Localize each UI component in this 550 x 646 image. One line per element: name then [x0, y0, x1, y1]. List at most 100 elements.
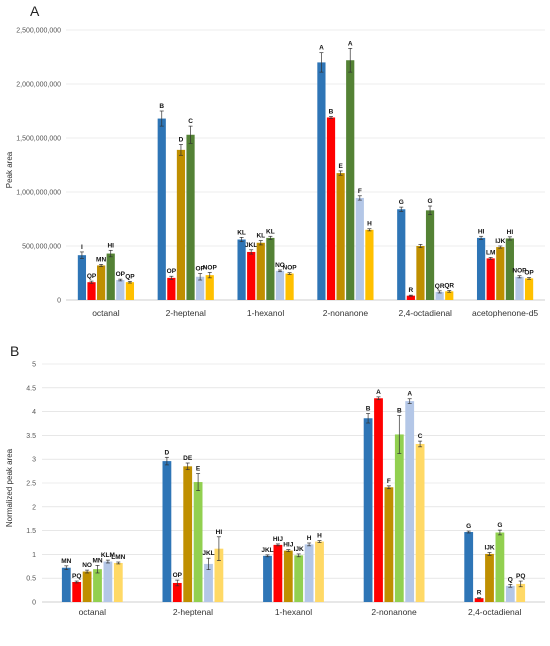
- panel-a-bar: [77, 255, 87, 300]
- panel-b-data-label: G: [497, 522, 502, 529]
- panel-b-data-label: A: [376, 389, 381, 396]
- panel-b-data-label: JKL: [261, 547, 273, 554]
- panel-b-data-label: MN: [92, 557, 102, 564]
- panel-a-data-label: A: [319, 45, 324, 52]
- panel-a-bar: [186, 134, 195, 300]
- panel-b-category-label: 2-nonanone: [371, 607, 417, 617]
- panel-a-bar: [116, 280, 125, 300]
- panel-a-bar: [346, 60, 355, 300]
- panel-a-bar: [167, 277, 176, 300]
- panel-a-y-tick-label: 0: [57, 298, 61, 305]
- panel-a-data-label: B: [329, 108, 334, 115]
- panel-b-bar: [304, 544, 314, 602]
- panel-a-data-label: NO: [275, 262, 285, 269]
- panel-b-data-label: MN: [61, 558, 71, 565]
- panel-b-data-label: Q: [508, 576, 513, 583]
- panel-a-bar: [205, 275, 214, 300]
- panel-a-bar: [336, 173, 345, 300]
- panel-b-category-label: 2,4-octadienal: [468, 607, 522, 617]
- panel-a-data-label: JKL: [245, 242, 257, 249]
- panel-a-data-label: QP: [125, 273, 135, 280]
- panel-a-bar: [445, 291, 454, 300]
- panel-a-category-label: octanal: [92, 308, 120, 318]
- panel-a-bar: [416, 246, 425, 300]
- panel-a-bar: [97, 265, 106, 300]
- panel-a-bar: [237, 239, 246, 300]
- panel-a-bar: [486, 258, 495, 300]
- panel-b-bar: [103, 561, 113, 602]
- panel-b-bar: [204, 563, 213, 602]
- panel-a-category-label: 2-heptenal: [166, 308, 206, 318]
- panel-b-bar: [72, 582, 82, 602]
- panel-a-y-tick-label: 2,000,000,000: [16, 82, 61, 89]
- panel-b-data-label: HI: [216, 529, 223, 536]
- panel-b-data-label: NO: [82, 562, 92, 569]
- panel-a-bar: [355, 197, 364, 300]
- panel-a-data-label: OP: [116, 271, 126, 278]
- panel-a-bar: [326, 117, 336, 300]
- panel-a-bar: [87, 282, 96, 300]
- panel-a-bar: [196, 276, 205, 300]
- panel-a-bar: [317, 62, 326, 301]
- panel-a-data-label: NOP: [203, 264, 218, 271]
- panel-a-data-label: KL: [237, 229, 246, 236]
- panel-b-data-label: C: [418, 433, 423, 440]
- panel-b-data-label: JKL: [202, 550, 214, 557]
- panel-b-data-label: DE: [183, 455, 193, 462]
- panel-b-bar: [193, 482, 203, 602]
- panel-a-data-label: G: [399, 199, 404, 206]
- panel-a-y-axis-label: Peak area: [5, 151, 14, 188]
- panel-b-data-label: B: [397, 407, 402, 414]
- panel-a-bar: [397, 209, 406, 300]
- panel-a-category-label: 2,4-octadienal: [399, 308, 453, 318]
- panel-b-y-tick-label: 0: [32, 600, 36, 607]
- panel-b-category-label: octanal: [79, 607, 107, 617]
- panel-b-bar: [474, 598, 484, 602]
- panel-b-data-label: R: [477, 590, 482, 597]
- panel-b-letter: B: [10, 343, 19, 359]
- panel-b-bar: [505, 585, 515, 602]
- panel-a-bar: [365, 229, 374, 300]
- panel-a-bar: [157, 118, 166, 300]
- panel-a-data-label: D: [179, 136, 184, 143]
- panel-b-bar: [263, 555, 272, 602]
- panel-b-bar: [294, 555, 304, 602]
- panel-b-y-tick-label: 5: [32, 362, 36, 369]
- panel-a-data-label: A: [348, 40, 353, 47]
- panel-b-data-label: PQ: [516, 573, 525, 580]
- panel-a-bar: [247, 251, 256, 300]
- panel-b-y-tick-label: 3: [32, 457, 36, 464]
- panel-b-bar: [93, 569, 102, 602]
- panel-a-category-label: 1-hexanol: [247, 308, 284, 318]
- panel-b-y-tick-label: 4: [32, 409, 36, 416]
- panel-b-bar: [172, 582, 182, 602]
- panel-b-data-label: H: [317, 533, 322, 540]
- panel-a-bar: [515, 276, 524, 300]
- panel-a-data-label: OP: [524, 270, 534, 277]
- panel-a-data-label: QR: [435, 283, 445, 290]
- panel-b-data-label: H: [307, 535, 312, 542]
- panel-a-data-label: OP: [167, 268, 177, 275]
- panel-b-bar: [516, 583, 526, 602]
- panel-b-category-label: 1-hexanol: [275, 607, 312, 617]
- panel-b-data-label: HIJ: [283, 542, 294, 549]
- panel-a-data-label: KL: [256, 233, 265, 240]
- panel-a-data-label: IJK: [495, 238, 505, 245]
- panel-b-y-tick-label: 1: [32, 552, 36, 559]
- panel-b-data-label: F: [387, 478, 391, 485]
- panel-a-data-label: MN: [96, 256, 106, 263]
- panel-b-data-label: KLM: [101, 552, 115, 559]
- panel-a-bar: [524, 278, 534, 300]
- panel-b-data-label: A: [407, 391, 412, 398]
- panel-b-data-label: IJK: [294, 546, 304, 553]
- panel-a-bar: [106, 253, 115, 300]
- panel-a-data-label: H: [367, 221, 372, 228]
- panel-a-y-tick-label: 1,500,000,000: [16, 136, 61, 143]
- panel-a-chart: 0 500,000,000 1,000,000,000 1,500,000,000 2,…: [16, 28, 545, 318]
- panel-a-category-label: 2-nonanone: [323, 308, 369, 318]
- panel-b-y-tick-label: 1.5: [26, 528, 36, 535]
- panel-b-data-label: B: [366, 406, 371, 413]
- panel-b-bar: [315, 541, 324, 602]
- panel-b-data-label: G: [466, 523, 471, 530]
- panel-b-y-tick-label: 4.5: [26, 385, 36, 392]
